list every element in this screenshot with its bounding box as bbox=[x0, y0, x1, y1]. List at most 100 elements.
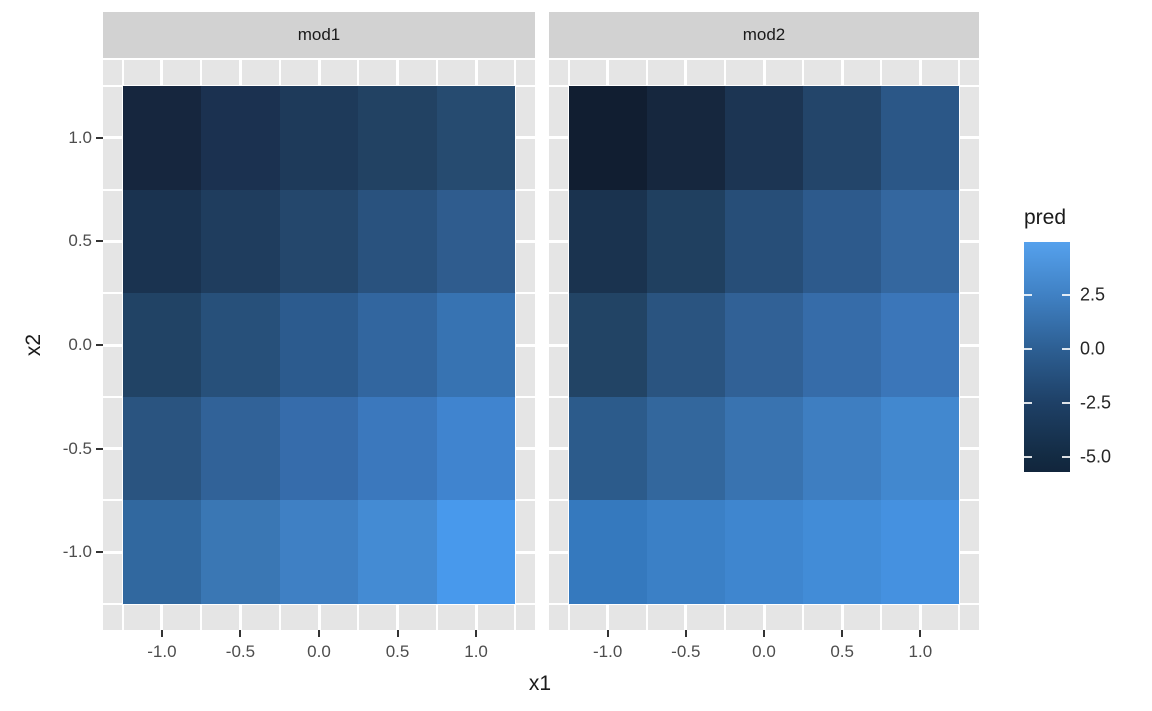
heatmap-tile bbox=[436, 293, 516, 397]
x-axis-tick bbox=[606, 630, 609, 637]
minor-gridline-vertical bbox=[958, 60, 961, 630]
heatmap-tile bbox=[881, 500, 960, 605]
facet-strip-mod2: mod2 bbox=[549, 12, 979, 58]
heatmap-tile bbox=[881, 189, 960, 294]
x-axis-tick-label: -0.5 bbox=[225, 642, 256, 661]
legend-tick-label: -2.5 bbox=[1080, 392, 1112, 413]
minor-gridline-horizontal bbox=[103, 603, 535, 606]
heatmap-tile bbox=[358, 85, 437, 190]
heatmap-tile bbox=[646, 85, 725, 190]
heatmap-tile bbox=[568, 189, 647, 294]
x-axis-title: x1 bbox=[528, 672, 552, 695]
facet-strip-label: mod2 bbox=[742, 25, 786, 44]
x-axis-tick bbox=[396, 630, 399, 637]
heatmap-tile bbox=[436, 85, 516, 190]
heatmap-tile bbox=[436, 396, 516, 501]
legend-tick-mark bbox=[1062, 455, 1070, 458]
heatmap-tile bbox=[201, 85, 280, 190]
heatmap-tile bbox=[201, 500, 280, 605]
heatmap-tile bbox=[803, 85, 882, 190]
heatmap-tile bbox=[881, 293, 960, 397]
heatmap-tile bbox=[646, 189, 725, 294]
y-axis-tick-label: 0.5 bbox=[68, 231, 92, 251]
legend-tick-mark bbox=[1024, 401, 1032, 404]
y-axis-tick bbox=[96, 344, 103, 346]
heatmap-tile bbox=[201, 189, 280, 294]
heatmap-panel-mod1 bbox=[103, 60, 535, 630]
heatmap-tile bbox=[122, 85, 202, 190]
heatmap-tile bbox=[724, 500, 804, 605]
legend-tick-mark bbox=[1062, 401, 1070, 404]
x-axis-tick bbox=[318, 630, 320, 637]
x-axis-tick bbox=[841, 630, 844, 637]
heatmap-tile bbox=[358, 396, 437, 501]
legend-tick-mark bbox=[1024, 455, 1032, 458]
heatmap-tile bbox=[881, 396, 960, 501]
heatmap-tile bbox=[568, 85, 647, 190]
heatmap-tile bbox=[279, 396, 359, 501]
x-axis-tick bbox=[160, 630, 163, 637]
x-axis-tick bbox=[919, 630, 922, 637]
legend: pred 2.5 0.0 -2.5 -5.0 bbox=[1024, 206, 1111, 472]
x-axis-tick-label: 0.0 bbox=[307, 642, 331, 661]
heatmap-tile bbox=[724, 293, 804, 397]
heatmap-tile bbox=[358, 293, 437, 397]
x-axis-tick bbox=[239, 630, 242, 637]
x-axis-tick bbox=[684, 630, 687, 637]
heatmap-tile bbox=[646, 396, 725, 501]
legend-tick-mark bbox=[1062, 293, 1070, 296]
heatmap-tile bbox=[279, 85, 359, 190]
heatmap-tile bbox=[803, 189, 882, 294]
x-axis-tick-label: 1.0 bbox=[908, 642, 933, 661]
y-axis-tick bbox=[96, 136, 103, 139]
heatmap-tile bbox=[122, 396, 202, 501]
minor-gridline-vertical bbox=[514, 60, 517, 630]
heatmap-tile bbox=[881, 85, 960, 190]
tile-area bbox=[122, 85, 516, 605]
x-axis-tick-label: 0.5 bbox=[385, 642, 410, 661]
y-axis-tick bbox=[96, 240, 103, 243]
heatmap-tile bbox=[122, 293, 202, 397]
heatmap-tile bbox=[724, 396, 804, 501]
y-axis-tick-label: 1.0 bbox=[68, 127, 92, 147]
x-axis-tick-label: 0.0 bbox=[752, 642, 776, 661]
heatmap-tile bbox=[279, 293, 359, 397]
heatmap-tile bbox=[568, 293, 647, 397]
y-axis-tick-label: -1.0 bbox=[62, 542, 92, 562]
heatmap-tile bbox=[279, 500, 359, 605]
heatmap-tile bbox=[724, 85, 804, 190]
heatmap-tile bbox=[358, 500, 437, 605]
heatmap-tile bbox=[803, 396, 882, 501]
heatmap-tile bbox=[568, 396, 647, 501]
x-axis-tick bbox=[763, 630, 765, 637]
y-axis-tick bbox=[96, 551, 103, 554]
heatmap-tile bbox=[646, 293, 725, 397]
x-axis-tick-label: -1.0 bbox=[592, 642, 623, 661]
x-axis-tick-label: 1.0 bbox=[464, 642, 488, 661]
y-axis-tick-label: 0.0 bbox=[68, 335, 92, 354]
heatmap-tile bbox=[436, 189, 516, 294]
heatmap-tile bbox=[646, 500, 725, 605]
legend-gradient-bar: 2.5 0.0 -2.5 -5.0 bbox=[1024, 242, 1111, 472]
facet-strip-label: mod1 bbox=[297, 25, 341, 44]
minor-gridline-horizontal bbox=[549, 603, 979, 606]
legend-tick-mark bbox=[1024, 347, 1032, 350]
legend-title: pred bbox=[1024, 206, 1067, 229]
heatmap-tile bbox=[279, 189, 359, 294]
facet-strip-mod1: mod1 bbox=[103, 12, 535, 58]
heatmap-tile bbox=[201, 293, 280, 397]
heatmap-tile bbox=[803, 500, 882, 605]
heatmap-tile bbox=[436, 500, 516, 605]
heatmap-tile bbox=[122, 500, 202, 605]
x-axis-tick bbox=[475, 630, 478, 637]
heatmap-tile bbox=[201, 396, 280, 501]
tile-area bbox=[568, 85, 960, 605]
legend-tick-label: 2.5 bbox=[1080, 284, 1106, 305]
heatmap-tile bbox=[803, 293, 882, 397]
x-axis-tick-label: -0.5 bbox=[671, 642, 701, 661]
heatmap-panel-mod2 bbox=[549, 60, 979, 630]
y-axis-tick bbox=[96, 447, 103, 450]
legend-tick-label: -5.0 bbox=[1080, 446, 1112, 467]
heatmap-tile bbox=[568, 500, 647, 605]
